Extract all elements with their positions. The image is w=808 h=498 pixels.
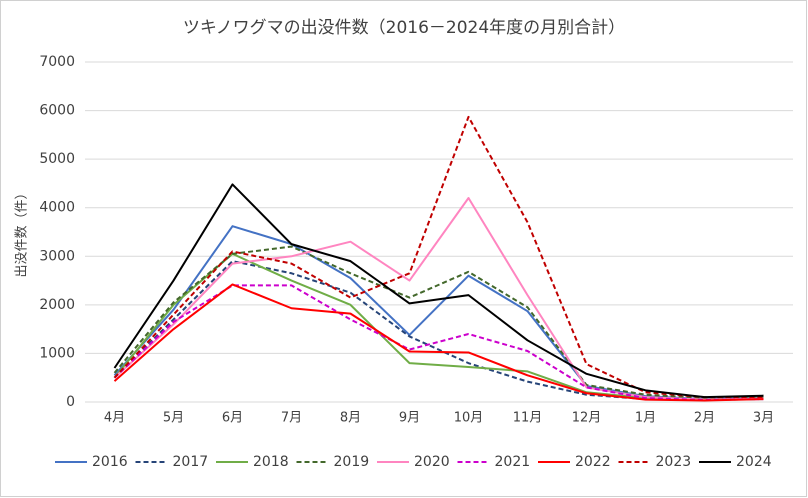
x-tick-label: 7月 xyxy=(281,411,302,426)
series-line xyxy=(113,115,764,399)
y-tick-label: 6000 xyxy=(39,103,75,119)
series-line xyxy=(113,245,764,400)
legend-label: 2024 xyxy=(736,454,772,470)
y-tick-label: 1000 xyxy=(39,345,75,361)
legend-label: 2023 xyxy=(656,454,692,470)
series-line xyxy=(113,183,764,399)
x-tick-label: 2月 xyxy=(694,411,715,426)
y-tick-label: 2000 xyxy=(39,297,75,313)
x-tick-label: 6月 xyxy=(222,411,243,426)
legend-label: 2020 xyxy=(414,454,450,470)
y-axis-label: 出没件数（件） xyxy=(15,186,30,277)
legend-label: 2021 xyxy=(495,454,531,470)
x-tick-label: 11月 xyxy=(513,411,543,426)
legend-label: 2016 xyxy=(92,454,128,470)
series-line xyxy=(113,283,764,402)
x-tick-label: 10月 xyxy=(454,411,484,426)
chart-title: ツキノワグマの出没件数（2016－2024年度の月別合計） xyxy=(183,18,625,38)
y-tick-label: 5000 xyxy=(39,151,75,167)
legend-label: 2017 xyxy=(173,454,209,470)
legend-label: 2019 xyxy=(334,454,370,470)
y-tick-label: 3000 xyxy=(39,248,75,264)
y-tick-label: 0 xyxy=(66,394,75,410)
series-line xyxy=(113,197,764,401)
legend-label: 2018 xyxy=(253,454,289,470)
x-tick-label: 4月 xyxy=(104,411,125,426)
y-tick-label: 7000 xyxy=(39,54,75,70)
x-tick-label: 5月 xyxy=(163,411,184,426)
x-tick-label: 3月 xyxy=(753,411,774,426)
x-tick-label: 8月 xyxy=(340,411,361,426)
x-tick-label: 12月 xyxy=(572,411,602,426)
x-tick-label: 1月 xyxy=(635,411,656,426)
x-tick-label: 9月 xyxy=(399,411,420,426)
y-tick-label: 4000 xyxy=(39,200,75,216)
legend-label: 2022 xyxy=(575,454,611,470)
